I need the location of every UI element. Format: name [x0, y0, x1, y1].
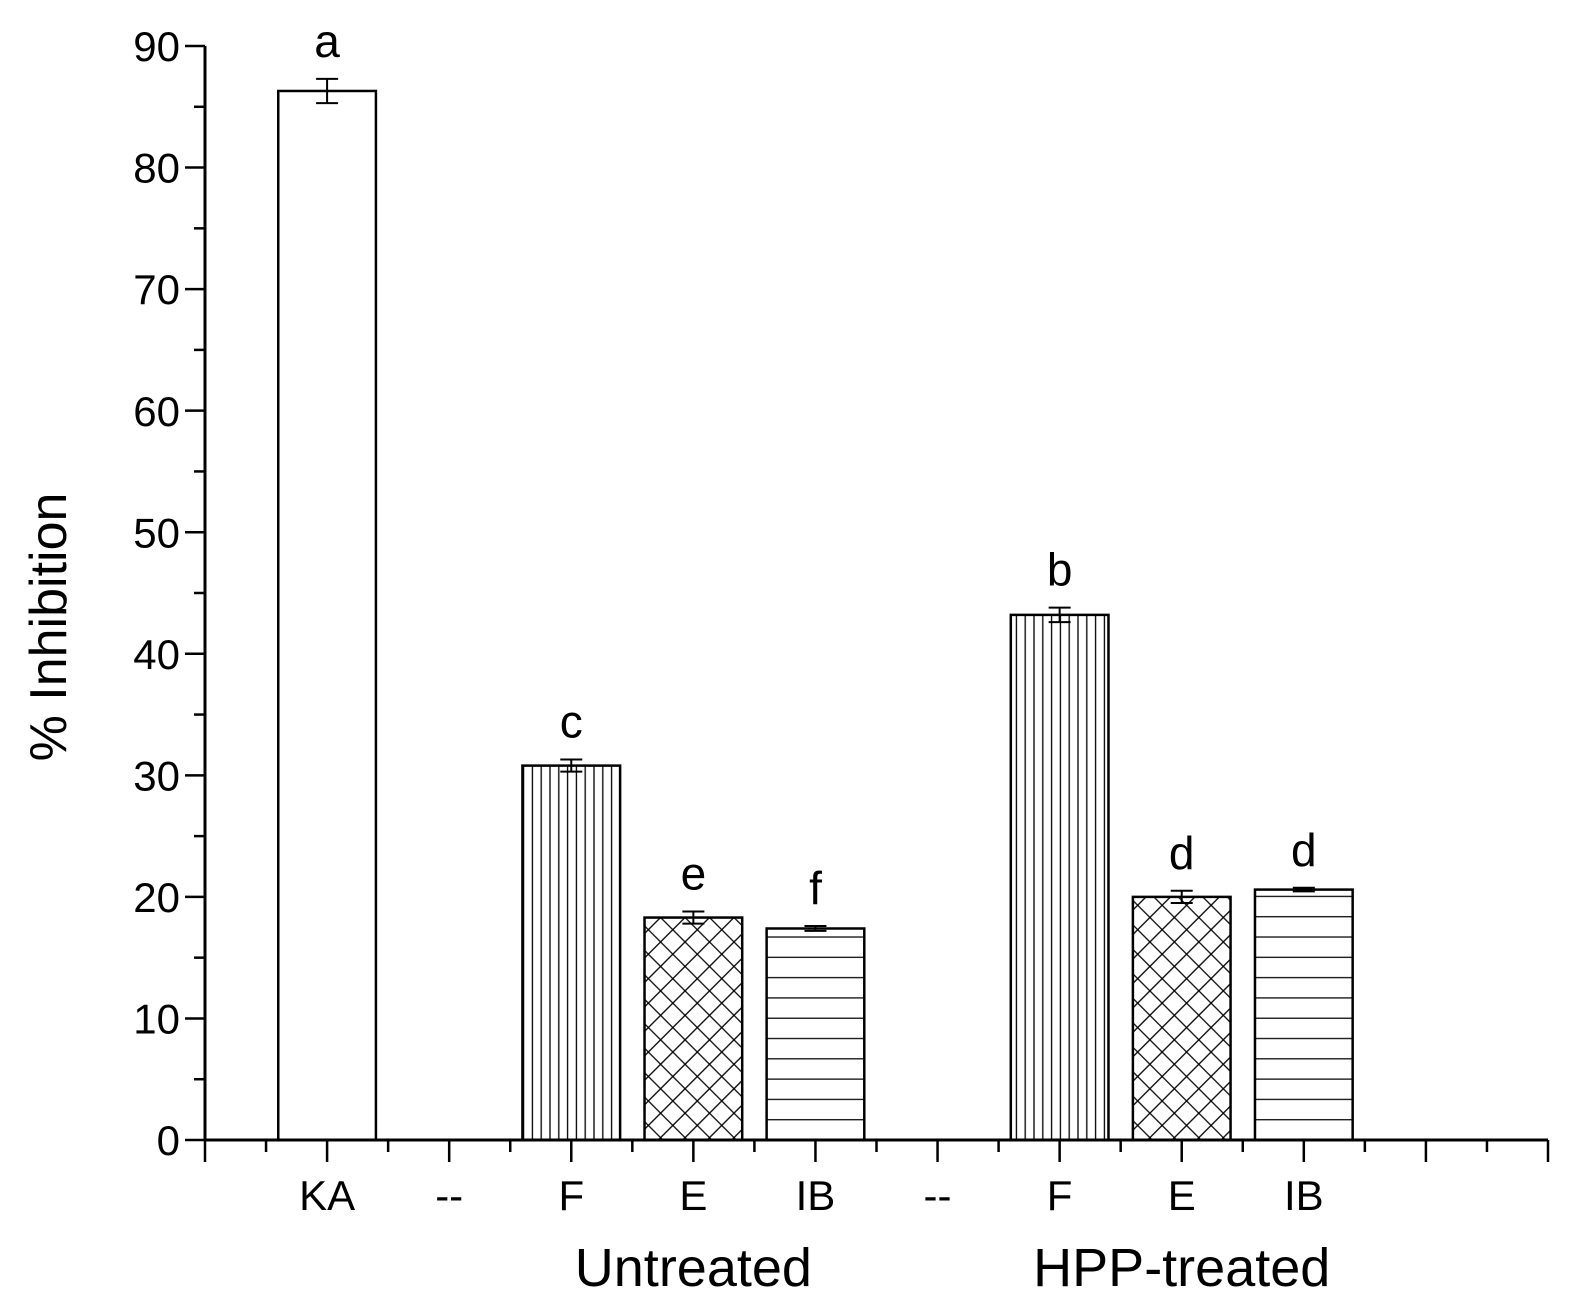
significance-letter-ka: a: [314, 15, 340, 67]
significance-letters: a c e f b d d: [314, 15, 1316, 914]
y-tick-label: 50: [133, 509, 180, 556]
y-axis: 0 10 20 30 40 50 60 70 80 90: [133, 23, 207, 1164]
bar-hpp-treated-e: [1131, 895, 1232, 1142]
y-tick-label: 10: [133, 996, 180, 1043]
y-tick-label: 80: [133, 145, 180, 192]
error-bar-untreated-ib: [804, 925, 827, 932]
x-tick-label: E: [679, 1172, 707, 1219]
x-tick-label: E: [1168, 1172, 1196, 1219]
bar-ka: [277, 89, 378, 1142]
y-tick-label: 70: [133, 266, 180, 313]
significance-letter-hpp-treated-f: b: [1047, 544, 1073, 596]
error-bar-hpp-treated-f: [1048, 606, 1071, 624]
bar-untreated-ib: [765, 927, 866, 1142]
x-tick-label: IB: [796, 1172, 836, 1219]
significance-letter-hpp-treated-e: d: [1169, 827, 1195, 879]
significance-letter-untreated-ib: f: [809, 862, 822, 914]
x-tick-label: --: [435, 1172, 463, 1219]
y-axis-title: % Inhibition: [20, 493, 78, 762]
group-labels: Untreated HPP-treated: [575, 1238, 1331, 1298]
significance-letter-untreated-e: e: [681, 847, 707, 899]
error-bar-untreated-e: [682, 910, 705, 925]
error-bar-ka: [316, 77, 339, 105]
x-tick-label: IB: [1284, 1172, 1324, 1219]
error-bar-hpp-treated-e: [1170, 889, 1193, 904]
y-tick-label: 30: [133, 752, 180, 799]
x-axis: KA -- F E IB -- F E IB: [203, 1138, 1550, 1219]
significance-letter-untreated-f: c: [560, 696, 583, 748]
x-tick-label: F: [1047, 1172, 1073, 1219]
error-bar-hpp-treated-ib: [1292, 886, 1315, 893]
group-label-hpp-treated: HPP-treated: [1033, 1238, 1330, 1298]
x-tick-label: KA: [299, 1172, 355, 1219]
y-tick-label: 20: [133, 874, 180, 921]
bar-hpp-treated-ib: [1253, 888, 1354, 1142]
bar-untreated-f: [521, 764, 622, 1142]
y-tick-label: 0: [157, 1117, 180, 1164]
bar-hpp-treated-f: [1009, 613, 1110, 1142]
error-bars: [316, 77, 1315, 932]
y-tick-label: 40: [133, 631, 180, 678]
significance-letter-hpp-treated-ib: d: [1291, 824, 1317, 876]
x-tick-label: --: [924, 1172, 952, 1219]
group-label-untreated: Untreated: [575, 1238, 812, 1298]
bars: [277, 89, 1354, 1142]
x-tick-label: F: [558, 1172, 584, 1219]
y-tick-label: 90: [133, 23, 180, 70]
bar-untreated-e: [643, 916, 744, 1142]
y-tick-label: 60: [133, 388, 180, 435]
error-bar-untreated-f: [560, 758, 583, 773]
